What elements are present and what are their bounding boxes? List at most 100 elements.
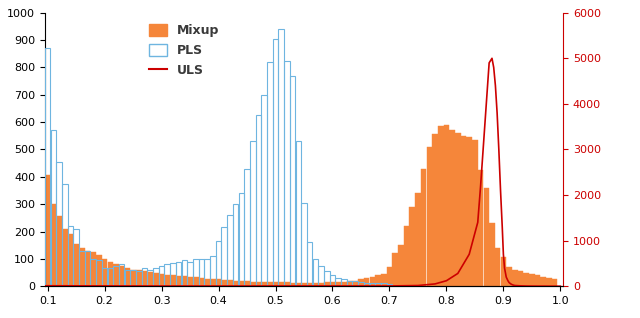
Bar xyxy=(136,270,141,286)
Bar xyxy=(176,262,182,286)
Bar xyxy=(341,282,347,286)
Bar xyxy=(358,282,364,286)
Bar xyxy=(335,278,341,286)
Bar xyxy=(324,271,330,286)
Bar xyxy=(524,273,529,286)
Bar xyxy=(182,276,187,286)
Bar xyxy=(147,272,153,286)
Bar xyxy=(369,277,375,286)
Bar xyxy=(62,184,68,286)
Bar xyxy=(233,204,239,286)
Bar xyxy=(364,278,369,286)
Bar xyxy=(461,136,467,286)
Bar xyxy=(90,252,96,286)
Bar xyxy=(330,282,335,286)
Bar xyxy=(392,253,398,286)
Bar xyxy=(193,277,198,286)
Bar xyxy=(159,266,164,286)
Legend: Mixup, PLS, ULS: Mixup, PLS, ULS xyxy=(145,19,224,82)
Bar xyxy=(96,255,102,286)
Bar xyxy=(84,251,90,286)
Bar xyxy=(353,281,358,286)
Bar xyxy=(364,283,369,286)
Bar xyxy=(68,234,73,286)
Bar xyxy=(369,283,375,286)
Bar xyxy=(324,282,330,286)
Bar xyxy=(512,270,518,286)
Bar xyxy=(164,275,170,286)
Bar xyxy=(221,280,227,286)
Bar xyxy=(307,242,312,286)
Bar xyxy=(56,162,62,286)
Bar xyxy=(119,264,125,286)
Bar xyxy=(102,268,108,286)
Bar xyxy=(398,245,404,286)
Bar xyxy=(318,266,324,286)
Bar xyxy=(290,76,296,286)
Bar xyxy=(239,193,244,286)
Bar xyxy=(381,283,387,286)
Bar xyxy=(540,277,546,286)
Bar xyxy=(113,264,119,286)
Bar xyxy=(478,170,483,286)
Bar xyxy=(535,275,540,286)
Bar xyxy=(318,283,324,286)
Bar xyxy=(250,281,255,286)
Bar xyxy=(136,271,141,286)
Bar xyxy=(278,29,284,286)
Bar xyxy=(51,204,56,286)
Bar xyxy=(227,215,233,286)
Bar xyxy=(221,227,227,286)
Bar xyxy=(255,282,261,286)
Bar xyxy=(301,283,307,286)
Bar xyxy=(147,270,153,286)
Bar xyxy=(438,126,444,286)
Bar xyxy=(108,268,113,286)
Bar xyxy=(261,95,267,286)
Bar xyxy=(415,193,420,286)
Bar xyxy=(267,62,273,286)
Bar xyxy=(51,130,56,286)
Bar xyxy=(204,259,210,286)
Bar xyxy=(529,274,534,286)
Bar xyxy=(170,275,176,286)
Bar xyxy=(312,259,318,286)
Bar xyxy=(353,281,358,286)
Bar xyxy=(284,61,290,286)
Bar xyxy=(358,280,364,286)
Bar xyxy=(375,275,381,286)
Bar xyxy=(495,248,500,286)
Bar xyxy=(467,137,472,286)
Bar xyxy=(506,267,512,286)
Bar xyxy=(45,48,51,286)
Bar xyxy=(56,217,62,286)
Bar xyxy=(261,282,267,286)
Bar xyxy=(125,268,130,286)
Bar xyxy=(278,282,284,286)
Bar xyxy=(131,270,136,286)
Bar xyxy=(164,264,170,286)
Bar xyxy=(341,280,347,286)
Bar xyxy=(301,203,307,286)
Bar xyxy=(84,251,90,286)
Bar xyxy=(335,282,341,286)
Bar xyxy=(188,277,193,286)
Bar xyxy=(216,241,221,286)
Bar xyxy=(449,130,455,286)
Bar xyxy=(472,140,477,286)
Bar xyxy=(404,226,410,286)
Bar xyxy=(307,283,312,286)
Bar xyxy=(233,281,239,286)
Bar xyxy=(290,283,296,286)
Bar xyxy=(102,259,108,286)
Bar xyxy=(96,260,102,286)
Bar xyxy=(79,251,84,286)
Bar xyxy=(176,276,182,286)
Bar xyxy=(153,268,159,286)
Bar xyxy=(444,125,449,286)
Bar xyxy=(267,282,273,286)
Bar xyxy=(375,283,381,286)
Bar xyxy=(284,282,290,286)
Bar xyxy=(113,266,119,286)
Bar xyxy=(296,283,301,286)
